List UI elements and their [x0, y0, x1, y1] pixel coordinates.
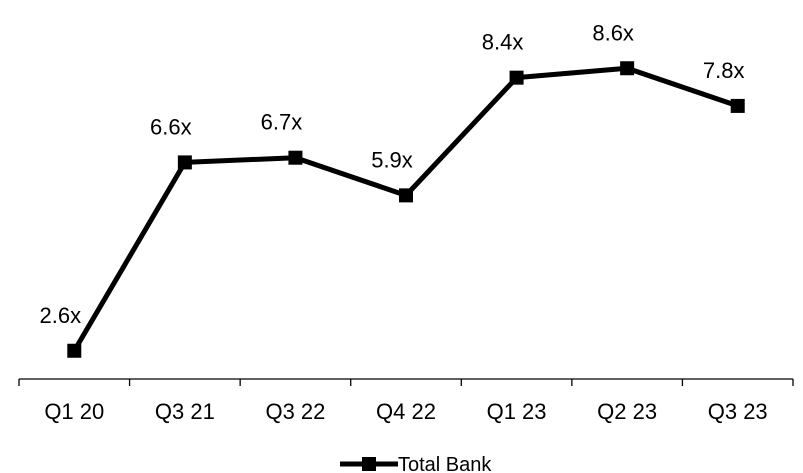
x-tick-label: Q1 20	[44, 399, 104, 424]
data-point-marker	[509, 70, 524, 85]
x-tick-label: Q2 23	[597, 399, 657, 424]
series-line-total-bank	[72, 65, 739, 353]
series-markers	[67, 61, 745, 358]
legend-label-total-bank: Total Bank	[398, 454, 492, 473]
x-tick-label: Q3 22	[265, 399, 325, 424]
data-label: 6.7x	[261, 110, 303, 135]
series-total-bank	[72, 65, 739, 353]
data-label: 5.9x	[371, 147, 413, 172]
data-label: 7.8x	[703, 58, 745, 83]
data-point-marker	[620, 61, 635, 76]
x-tick-label: Q3 21	[155, 399, 215, 424]
x-axis: Q1 20 Q3 21 Q3 22 Q4 22 Q1 23 Q2 23 Q3 23	[18, 378, 794, 424]
data-point-marker	[399, 188, 413, 203]
data-label: 8.6x	[592, 20, 634, 45]
data-label: 6.6x	[150, 114, 192, 139]
legend-marker-swatch	[362, 457, 376, 471]
x-tick-label: Q1 23	[487, 399, 547, 424]
data-point-marker	[67, 343, 82, 358]
legend: Total Bank	[340, 454, 492, 473]
x-tick-label: Q3 23	[708, 399, 768, 424]
data-point-marker	[730, 98, 745, 113]
x-tick-label: Q4 22	[376, 399, 436, 424]
data-label: 8.4x	[482, 30, 524, 55]
data-labels: 2.6x 6.6x 6.7x 5.9x 8.4x 8.6x 7.8x	[39, 20, 744, 328]
data-point-marker	[177, 155, 192, 170]
data-point-marker	[288, 150, 303, 165]
data-label: 2.6x	[39, 303, 81, 328]
